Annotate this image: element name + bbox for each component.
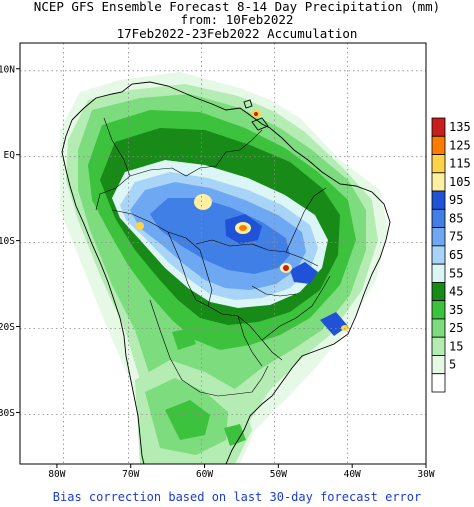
colorbar-swatch [431, 281, 446, 302]
x-tick-label: 50W [270, 469, 287, 480]
x-tick-label: 70W [122, 469, 139, 480]
coastlines [61, 81, 391, 464]
precip-field [60, 72, 388, 464]
title-line-1: NCEP GFS Ensemble Forecast 8-14 Day Prec… [33, 0, 441, 14]
colorbar-swatch [431, 318, 446, 338]
precip-south-zone [165, 400, 246, 446]
colorbar-label: 45 [449, 285, 463, 299]
y-axis: 10N EQ 10S 20S 30S [0, 64, 20, 419]
x-tick-label: 30W [417, 469, 434, 480]
precip-135mm-spot [283, 265, 289, 271]
colorbar-label: 135 [449, 120, 471, 134]
colorbar-label: 35 [449, 303, 463, 317]
title-line-2: from: 10Feb2022 [180, 12, 294, 27]
colorbar-label: 115 [449, 157, 471, 171]
colorbar-label: 65 [449, 248, 463, 262]
precip-south-zone [172, 328, 196, 350]
y-tick-label: 20S [0, 322, 15, 333]
colorbar-swatch [431, 263, 446, 283]
precip-105mm-spot [194, 194, 212, 210]
precip-105mm-spot [136, 222, 144, 230]
colorbar-swatch [431, 190, 446, 210]
colorbar-label: 105 [449, 175, 471, 189]
colorbar-swatch [431, 336, 446, 356]
colorbar-label: 95 [449, 193, 463, 207]
colorbar-label: 125 [449, 138, 471, 152]
colorbar-swatch [431, 373, 446, 393]
colorbar-label: 85 [449, 211, 463, 225]
bias-correction-note: Bias correction based on last 30-day for… [52, 490, 422, 504]
x-tick-label: 40W [344, 469, 361, 480]
colorbar-swatch [431, 355, 446, 375]
west-coastline [61, 119, 145, 464]
y-tick-label: 10S [0, 236, 15, 247]
colorbar-label: 15 [449, 339, 463, 353]
y-tick-label: 30S [0, 408, 15, 419]
trinidad-island [243, 99, 253, 109]
colorbar-swatch [431, 135, 446, 155]
x-tick-label: 80W [48, 469, 65, 480]
country-borders [95, 117, 331, 397]
map-frame [19, 42, 427, 465]
precip-85mm-zone [150, 198, 290, 274]
colorbar-swatch [431, 300, 446, 320]
colorbar-swatch [431, 245, 446, 265]
precip-125mm-spot [239, 225, 247, 231]
colorbar-swatch [431, 172, 446, 192]
y-tick-label: 10N [0, 64, 15, 75]
colorbar-label: 55 [449, 266, 463, 280]
x-axis: 80W 70W 60W 50W 40W 30W [48, 464, 435, 480]
colorbar: 135 125 115 105 95 85 75 65 55 45 35 25 15 5 [431, 117, 471, 393]
colorbar-label: 75 [449, 230, 463, 244]
colorbar-swatch [431, 227, 446, 247]
y-tick-label: EQ [4, 150, 16, 161]
colorbar-label: 25 [449, 321, 463, 335]
title-line-3: 17Feb2022-23Feb2022 Accumulation [116, 26, 358, 41]
colorbar-label: 5 [449, 358, 456, 372]
colorbar-swatch [431, 154, 446, 174]
colorbar-swatch [431, 117, 446, 137]
precip-135mm-spot [254, 112, 258, 116]
colorbar-swatch [431, 208, 446, 228]
south-america-coastline [71, 81, 391, 464]
marajo-island [251, 117, 269, 131]
x-tick-label: 60W [196, 469, 213, 480]
